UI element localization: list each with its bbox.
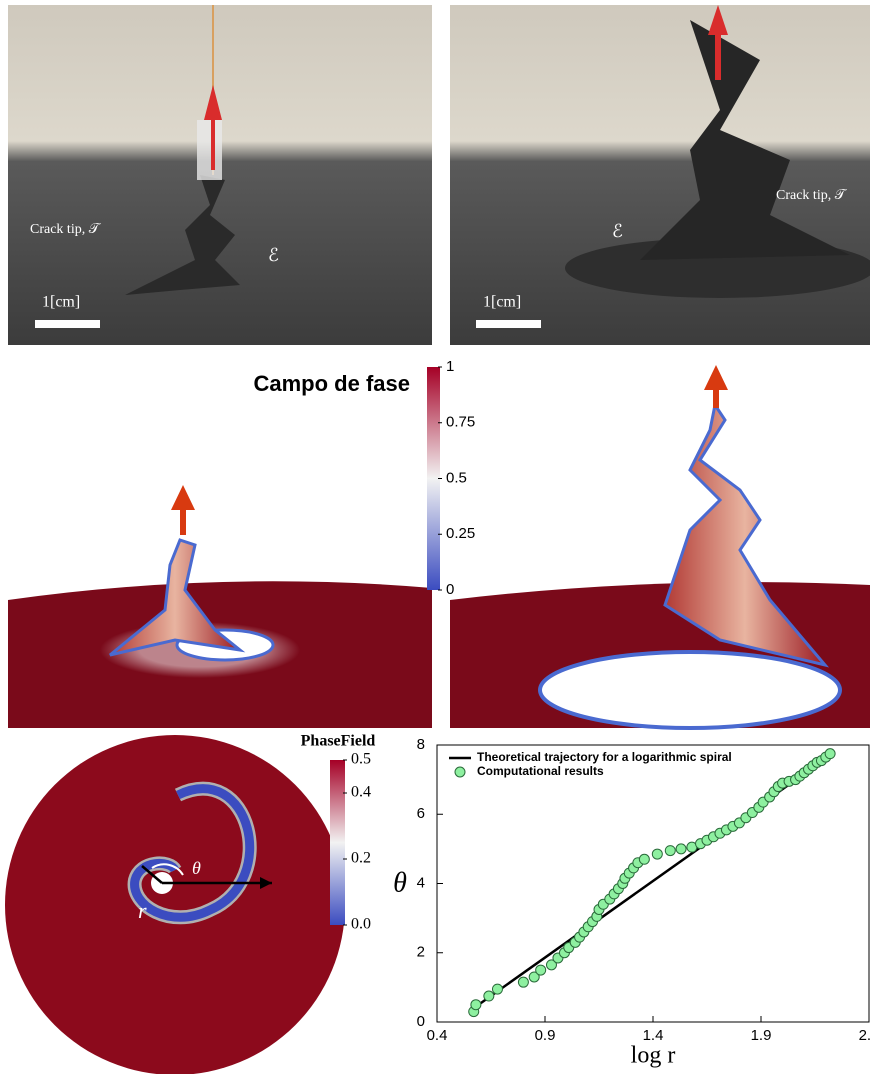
data-point	[676, 844, 686, 854]
colorbar-tick-label: 0.2	[351, 850, 371, 867]
y-tick-label: 0	[417, 1013, 425, 1030]
label-edge: ℰ	[268, 245, 279, 265]
label-crack-tip: Crack tip, 𝒯	[776, 188, 848, 203]
colorbar-tick-label: 1	[446, 358, 454, 375]
x-tick-label: 2.4	[859, 1027, 870, 1044]
simulation-right	[450, 365, 870, 728]
colorbar-tick-label: 0.0	[351, 916, 371, 933]
legend-label: Theoretical trajectory for a logarithmic…	[477, 750, 732, 764]
data-point	[471, 1000, 481, 1010]
scale-label: 1[cm]	[483, 294, 521, 311]
theta-label: θ	[192, 858, 201, 878]
data-point	[639, 854, 649, 864]
data-point	[518, 977, 528, 987]
x-tick-label: 1.4	[643, 1027, 664, 1044]
photo-left: Crack tip, 𝒯 ℰ 1[cm]	[8, 5, 432, 345]
spiral-view: r θ	[5, 735, 345, 1074]
colorbar-tick-label: 0.25	[446, 525, 475, 542]
x-axis-label: log r	[631, 1043, 676, 1069]
label-edge: ℰ	[612, 221, 623, 241]
figure: Crack tip, 𝒯 ℰ 1[cm] Crack tip, 𝒯 ℰ 1[cm…	[0, 0, 870, 1074]
colorbar-tick-label: 0.4	[351, 784, 371, 801]
x-tick-label: 0.4	[427, 1027, 448, 1044]
y-tick-label: 6	[417, 805, 425, 822]
simulation-left	[8, 485, 432, 728]
x-tick-label: 0.9	[535, 1027, 556, 1044]
legend-swatch	[455, 767, 465, 777]
y-tick-label: 4	[417, 874, 425, 891]
colorbar-tick-label: 0.5	[446, 469, 467, 486]
colorbar-tick-label: 0.5	[351, 751, 371, 768]
legend-label: Computational results	[477, 764, 604, 778]
label-crack-tip: Crack tip, 𝒯	[30, 222, 102, 237]
data-point	[492, 984, 502, 994]
colorbar	[330, 760, 345, 925]
colorbar-tick-label: 0	[446, 581, 454, 598]
data-point	[652, 849, 662, 859]
plot-frame	[437, 745, 869, 1022]
data-point	[665, 846, 675, 856]
colorbar-tick-label: 0.75	[446, 414, 475, 431]
y-tick-label: 2	[417, 944, 425, 961]
photo-right: Crack tip, 𝒯 ℰ 1[cm]	[450, 5, 870, 345]
colorbar-title: PhaseField	[301, 733, 376, 750]
x-tick-label: 1.9	[751, 1027, 772, 1044]
data-point	[825, 749, 835, 759]
scale-label: 1[cm]	[42, 294, 80, 311]
y-tick-label: 8	[417, 736, 425, 753]
data-point	[484, 991, 494, 1001]
simulation-title: Campo de fase	[254, 371, 411, 396]
data-point	[536, 965, 546, 975]
y-axis-label: θ	[393, 867, 407, 898]
r-label: r	[138, 898, 147, 923]
